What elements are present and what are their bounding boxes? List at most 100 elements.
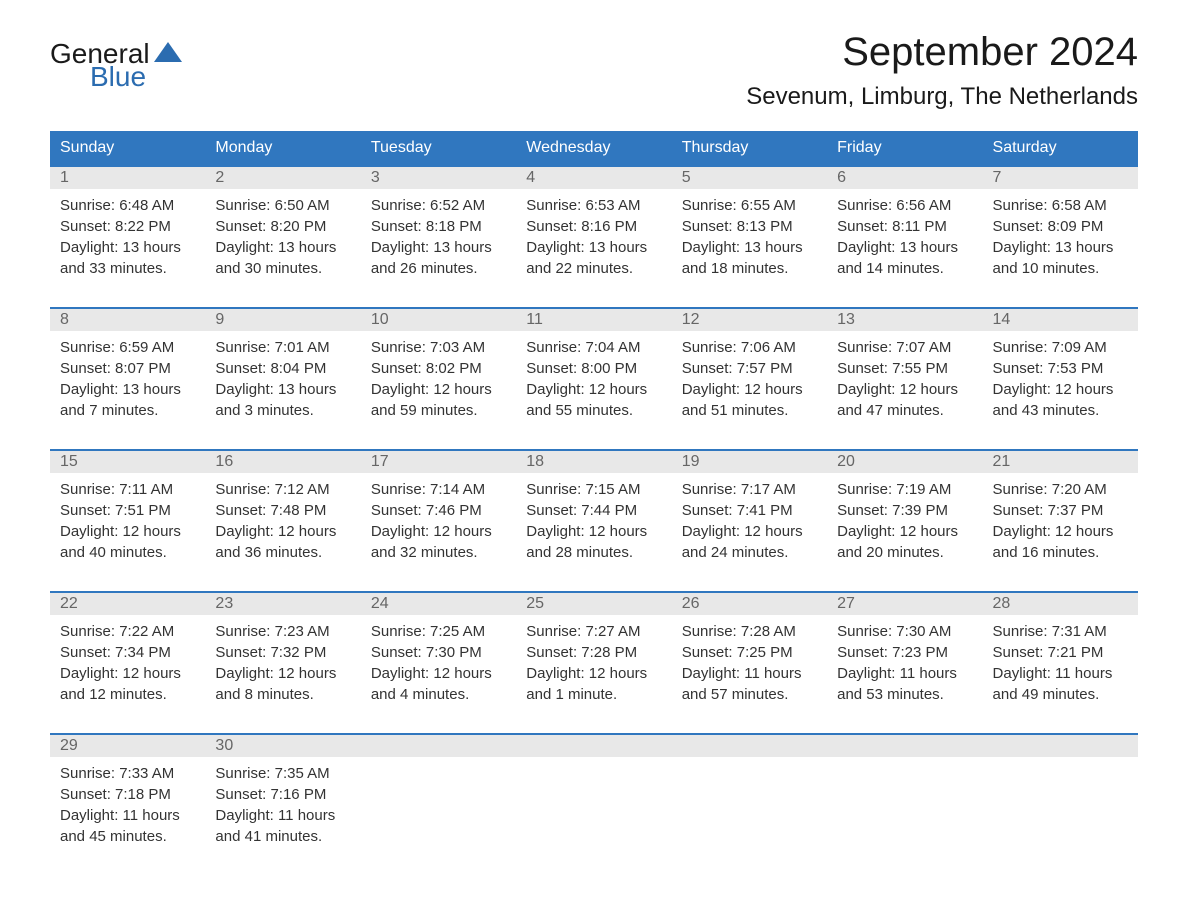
day-cell: Sunrise: 6:53 AMSunset: 8:16 PMDaylight:… bbox=[516, 189, 671, 308]
day-info-line: Sunrise: 7:20 AM bbox=[993, 479, 1128, 500]
day-info-line: and 18 minutes. bbox=[682, 258, 817, 279]
day-content: Sunrise: 6:53 AMSunset: 8:16 PMDaylight:… bbox=[516, 189, 671, 307]
day-info-line: Sunrise: 7:12 AM bbox=[215, 479, 350, 500]
day-content: Sunrise: 7:09 AMSunset: 7:53 PMDaylight:… bbox=[983, 331, 1138, 449]
day-info-line: and 8 minutes. bbox=[215, 684, 350, 705]
day-cell: Sunrise: 7:09 AMSunset: 7:53 PMDaylight:… bbox=[983, 331, 1138, 450]
day-info-line: Sunset: 7:16 PM bbox=[215, 784, 350, 805]
day-info-line: and 7 minutes. bbox=[60, 400, 195, 421]
day-info-line: Daylight: 12 hours bbox=[215, 521, 350, 542]
week-content-row: Sunrise: 6:48 AMSunset: 8:22 PMDaylight:… bbox=[50, 189, 1138, 308]
day-info-line: Sunset: 7:39 PM bbox=[837, 500, 972, 521]
day-number: 23 bbox=[205, 592, 360, 615]
day-cell: Sunrise: 7:30 AMSunset: 7:23 PMDaylight:… bbox=[827, 615, 982, 734]
calendar-body: 1234567Sunrise: 6:48 AMSunset: 8:22 PMDa… bbox=[50, 166, 1138, 875]
day-info-line: Sunset: 8:16 PM bbox=[526, 216, 661, 237]
day-info-line: Sunrise: 7:22 AM bbox=[60, 621, 195, 642]
day-info-line: Sunset: 7:57 PM bbox=[682, 358, 817, 379]
day-info-line: Sunset: 7:34 PM bbox=[60, 642, 195, 663]
logo: General Blue bbox=[50, 30, 182, 91]
week-content-row: Sunrise: 7:22 AMSunset: 7:34 PM Daylight:… bbox=[50, 615, 1138, 734]
day-number: 3 bbox=[361, 166, 516, 189]
day-info-line: and 45 minutes. bbox=[60, 826, 195, 847]
week-number-row: 2930 bbox=[50, 734, 1138, 757]
day-number: 11 bbox=[516, 308, 671, 331]
day-info-line: Sunset: 8:04 PM bbox=[215, 358, 350, 379]
day-number bbox=[672, 734, 827, 757]
day-info-line: Sunrise: 7:14 AM bbox=[371, 479, 506, 500]
day-number: 22 bbox=[50, 592, 205, 615]
day-info-line: Daylight: 12 hours bbox=[215, 663, 350, 684]
day-header-monday: Monday bbox=[205, 131, 360, 166]
day-info-line: Sunrise: 6:52 AM bbox=[371, 195, 506, 216]
day-cell: Sunrise: 7:01 AMSunset: 8:04 PMDaylight:… bbox=[205, 331, 360, 450]
day-info-line: Sunset: 7:21 PM bbox=[993, 642, 1128, 663]
day-info-line: and 53 minutes. bbox=[837, 684, 972, 705]
day-content: Sunrise: 6:55 AMSunset: 8:13 PMDaylight:… bbox=[672, 189, 827, 307]
day-content: Sunrise: 6:50 AMSunset: 8:20 PMDaylight:… bbox=[205, 189, 360, 307]
day-number: 13 bbox=[827, 308, 982, 331]
day-info-line: Sunrise: 7:35 AM bbox=[215, 763, 350, 784]
day-content: Sunrise: 7:28 AMSunset: 7:25 PMDaylight:… bbox=[672, 615, 827, 733]
day-info-line: Sunrise: 7:09 AM bbox=[993, 337, 1128, 358]
day-info-line: Sunrise: 6:50 AM bbox=[215, 195, 350, 216]
day-info-line: Sunrise: 7:23 AM bbox=[215, 621, 350, 642]
day-cell: Sunrise: 7:07 AMSunset: 7:55 PMDaylight:… bbox=[827, 331, 982, 450]
day-info-line: and 43 minutes. bbox=[993, 400, 1128, 421]
day-number bbox=[827, 734, 982, 757]
day-content: Sunrise: 7:30 AMSunset: 7:23 PMDaylight:… bbox=[827, 615, 982, 733]
day-info-line: Sunrise: 7:27 AM bbox=[526, 621, 661, 642]
day-info-line: Sunrise: 7:25 AM bbox=[371, 621, 506, 642]
day-info-line: Sunrise: 7:33 AM bbox=[60, 763, 195, 784]
day-cell: Sunrise: 7:20 AMSunset: 7:37 PMDaylight:… bbox=[983, 473, 1138, 592]
day-info-line: Sunset: 8:18 PM bbox=[371, 216, 506, 237]
day-cell: Sunrise: 7:06 AMSunset: 7:57 PMDaylight:… bbox=[672, 331, 827, 450]
day-info-line: Sunset: 8:22 PM bbox=[60, 216, 195, 237]
day-number: 9 bbox=[205, 308, 360, 331]
day-info-line: Sunset: 7:46 PM bbox=[371, 500, 506, 521]
day-header-friday: Friday bbox=[827, 131, 982, 166]
day-info-line: Daylight: 11 hours bbox=[60, 805, 195, 826]
day-info-line: Sunrise: 7:31 AM bbox=[993, 621, 1128, 642]
day-content: Sunrise: 7:06 AMSunset: 7:57 PMDaylight:… bbox=[672, 331, 827, 449]
day-info-line: Daylight: 13 hours bbox=[837, 237, 972, 258]
day-info-line: Sunset: 7:25 PM bbox=[682, 642, 817, 663]
day-info-line: Sunset: 7:28 PM bbox=[526, 642, 661, 663]
day-info-line: Sunset: 7:32 PM bbox=[215, 642, 350, 663]
day-info-line: and 33 minutes. bbox=[60, 258, 195, 279]
day-info-line: Sunrise: 7:28 AM bbox=[682, 621, 817, 642]
day-cell: Sunrise: 7:14 AMSunset: 7:46 PMDaylight:… bbox=[361, 473, 516, 592]
day-number: 19 bbox=[672, 450, 827, 473]
day-number: 6 bbox=[827, 166, 982, 189]
header: General Blue September 2024 Sevenum, Lim… bbox=[50, 30, 1138, 111]
day-info-line: and 12 minutes. bbox=[60, 684, 195, 705]
day-cell: Sunrise: 7:19 AMSunset: 7:39 PMDaylight:… bbox=[827, 473, 982, 592]
day-info-line: and 14 minutes. bbox=[837, 258, 972, 279]
day-number: 4 bbox=[516, 166, 671, 189]
week-number-row: 22232425262728 bbox=[50, 592, 1138, 615]
day-cell: Sunrise: 7:31 AMSunset: 7:21 PMDaylight:… bbox=[983, 615, 1138, 734]
day-content: Sunrise: 7:25 AMSunset: 7:30 PMDaylight:… bbox=[361, 615, 516, 733]
day-info-line: and 22 minutes. bbox=[526, 258, 661, 279]
day-content: Sunrise: 6:59 AMSunset: 8:07 PMDaylight:… bbox=[50, 331, 205, 449]
day-info-line: Daylight: 12 hours bbox=[993, 379, 1128, 400]
day-info-line: Daylight: 13 hours bbox=[371, 237, 506, 258]
day-info-line: Daylight: 12 hours bbox=[526, 521, 661, 542]
day-info-line: Sunrise: 7:07 AM bbox=[837, 337, 972, 358]
day-number: 25 bbox=[516, 592, 671, 615]
day-info-line: Sunrise: 6:56 AM bbox=[837, 195, 972, 216]
day-cell: Sunrise: 6:55 AMSunset: 8:13 PMDaylight:… bbox=[672, 189, 827, 308]
day-content: Sunrise: 7:11 AMSunset: 7:51 PMDaylight:… bbox=[50, 473, 205, 591]
day-info-line: Sunrise: 6:53 AM bbox=[526, 195, 661, 216]
week-content-row: Sunrise: 7:11 AMSunset: 7:51 PMDaylight:… bbox=[50, 473, 1138, 592]
day-info-line: and 1 minute. bbox=[526, 684, 661, 705]
day-cell: Sunrise: 7:03 AMSunset: 8:02 PMDaylight:… bbox=[361, 331, 516, 450]
day-info-line: and 55 minutes. bbox=[526, 400, 661, 421]
day-info-line: Daylight: 13 hours bbox=[993, 237, 1128, 258]
day-info-line: Daylight: 11 hours bbox=[993, 663, 1128, 684]
day-number: 28 bbox=[983, 592, 1138, 615]
day-content: Sunrise: 7:12 AMSunset: 7:48 PMDaylight:… bbox=[205, 473, 360, 591]
day-content: Sunrise: 7:23 AMSunset: 7:32 PMDaylight:… bbox=[205, 615, 360, 733]
day-info-line: Sunrise: 7:01 AM bbox=[215, 337, 350, 358]
day-number: 15 bbox=[50, 450, 205, 473]
